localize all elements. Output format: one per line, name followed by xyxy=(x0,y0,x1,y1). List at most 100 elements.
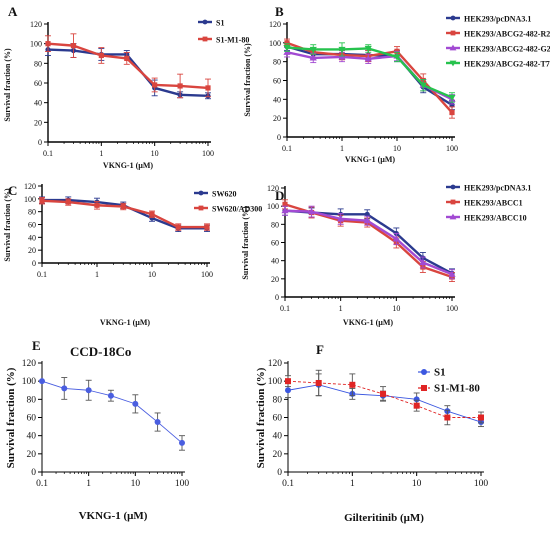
legend-label: SW620/AD300 xyxy=(212,205,262,214)
x-tick-label: 1 xyxy=(339,304,343,313)
series-1 xyxy=(282,205,455,279)
panel-letter: A xyxy=(8,4,18,19)
legend-swatch-marker xyxy=(449,44,457,51)
y-tick-label: 20 xyxy=(273,450,283,460)
legend: SW620 SW620/AD300 xyxy=(194,190,262,214)
legend: HEK293/pcDNA3.1 HEK293/ABCC1 HEK293/ABCC10 xyxy=(446,184,531,223)
legend-swatch-marker xyxy=(421,369,427,375)
data-point xyxy=(94,202,100,208)
data-point xyxy=(285,387,291,394)
panel-letter: E xyxy=(32,338,41,353)
legend-label: HEK293/ABCG2-482-R2 xyxy=(464,30,550,39)
y-tick-label: 120 xyxy=(30,20,42,29)
data-point xyxy=(338,46,346,54)
legend-swatch-marker xyxy=(449,213,457,220)
y-tick-label: 0 xyxy=(31,468,36,478)
data-point xyxy=(283,44,291,52)
series-2 xyxy=(45,33,211,99)
x-tick-label: 100 xyxy=(474,479,489,489)
data-point xyxy=(85,387,92,394)
legend-swatch-marker xyxy=(449,60,457,67)
y-tick-label: 120 xyxy=(22,359,37,369)
x-tick-label: 100 xyxy=(202,149,214,158)
data-point xyxy=(363,217,371,224)
y-tick-label: 100 xyxy=(269,39,281,48)
x-tick-label: 1 xyxy=(86,479,91,489)
y-axis-label: Survival fraction (%) xyxy=(3,188,12,262)
y-tick-label: 80 xyxy=(34,59,42,68)
y-tick-label: 0 xyxy=(277,468,282,478)
x-tick-label: 1 xyxy=(340,144,344,153)
data-point xyxy=(45,41,51,47)
x-tick-label: 100 xyxy=(446,144,458,153)
data-point xyxy=(419,258,427,266)
y-axis-label: Survival fraction (%) xyxy=(5,367,17,468)
legend-label: HEK293/pcDNA3.1 xyxy=(464,184,531,193)
y-tick-label: 120 xyxy=(269,20,281,29)
panel-c: C 0 20 40 60 80 100 120 0.1 1 10 100 VKNG-1 (µM) Surv… xyxy=(3,182,262,327)
y-tick-label: 120 xyxy=(24,182,36,191)
y-tick-label: 40 xyxy=(27,432,37,442)
data-point xyxy=(282,201,288,207)
legend-swatch-marker xyxy=(450,199,456,205)
legend-label: S1-M1-80 xyxy=(216,36,249,45)
x-tick-label: 0.1 xyxy=(282,144,292,153)
x-tick-label: 10 xyxy=(392,304,400,313)
x-tick-label: 100 xyxy=(175,479,190,489)
data-point xyxy=(154,419,161,426)
y-axis-label: Survival fraction (%) xyxy=(255,367,267,468)
data-point xyxy=(179,439,185,446)
x-tick-label: 10 xyxy=(412,479,422,489)
series-1 xyxy=(39,377,185,451)
panel-d: D 0 20 40 60 80 100 120 0.1 1 10 100 VKNG-1 (µM) Surv… xyxy=(241,184,531,328)
legend-label: S1 xyxy=(434,367,446,379)
data-point xyxy=(98,52,104,59)
y-tick-label: 60 xyxy=(28,221,36,230)
legend-label: HEK293/pcDNA3.1 xyxy=(464,15,531,24)
series-2 xyxy=(39,197,210,231)
legend-swatch-marker xyxy=(450,184,456,190)
series-4 xyxy=(283,42,456,103)
data-point xyxy=(205,85,211,91)
legend-label: HEK293/ABCC1 xyxy=(464,199,523,208)
x-axis-label: Gilteritinib (μM) xyxy=(344,512,424,524)
data-point xyxy=(349,381,356,388)
legend-label: SW620 xyxy=(212,190,236,199)
data-point xyxy=(393,54,401,61)
legend: HEK293/pcDNA3.1 HEK293/ABCG2-482-R2 HEK293… xyxy=(446,15,550,69)
series-1 xyxy=(45,43,211,100)
y-tick-label: 120 xyxy=(268,359,283,369)
panel-letter: C xyxy=(8,183,17,198)
legend-swatch-marker xyxy=(421,385,427,391)
data-point xyxy=(284,40,290,46)
y-tick-label: 40 xyxy=(34,99,42,108)
data-point xyxy=(337,215,345,222)
y-tick-label: 80 xyxy=(271,220,279,229)
legend-swatch-marker xyxy=(198,190,204,196)
data-point xyxy=(309,54,317,61)
x-tick-label: 1 xyxy=(350,479,355,489)
x-tick-label: 10 xyxy=(148,270,156,279)
data-point xyxy=(307,208,316,215)
series-2 xyxy=(284,38,455,119)
data-point xyxy=(364,45,372,53)
legend-swatch-marker xyxy=(450,30,456,36)
legend-swatch-marker xyxy=(450,15,456,21)
data-point xyxy=(413,402,420,409)
data-point xyxy=(285,378,291,385)
y-tick-label: 100 xyxy=(22,377,37,387)
panel-letter: B xyxy=(275,4,284,19)
x-tick-label: 0.1 xyxy=(282,479,294,489)
legend: S1 S1-M1-80 xyxy=(198,19,249,45)
series-2 xyxy=(285,369,484,426)
data-point xyxy=(175,224,181,230)
data-point xyxy=(152,82,158,88)
y-tick-label: 80 xyxy=(273,58,281,67)
y-axis-label: Survival fraction (%) xyxy=(3,48,12,122)
y-tick-label: 20 xyxy=(27,450,37,460)
data-point xyxy=(70,43,77,49)
x-axis-label: VKNG-1 (µM) xyxy=(103,161,153,170)
data-point xyxy=(39,378,45,385)
chart-title: CCD-18Co xyxy=(70,344,131,359)
